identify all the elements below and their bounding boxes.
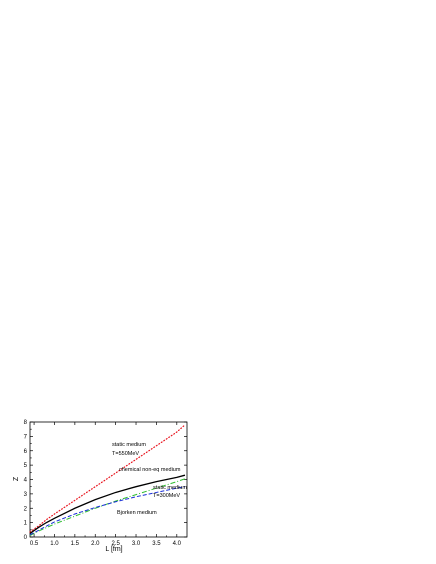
x-tick-label: 3.5: [152, 541, 161, 547]
series-group: [29, 424, 186, 537]
x-tick-label: 3.0: [132, 541, 141, 547]
y-tick-label: 0: [24, 535, 28, 541]
y-tick-label: 1: [24, 521, 28, 527]
y-tick-label: 8: [24, 420, 28, 426]
x-tick-label: 1.0: [50, 541, 59, 547]
series-line-static-550: [29, 424, 186, 533]
series-line-static-300: [29, 478, 186, 537]
x-tick-label: 4.0: [173, 541, 182, 547]
annotation-chemical: chemical non-eq medium: [119, 467, 181, 473]
y-tick-label: 4: [24, 478, 28, 484]
x-tick-label: 0.5: [30, 541, 39, 547]
y-tick-label: 3: [24, 492, 28, 498]
x-axis: 0.5 1.0 1.5 2.0 2.5 3.0 3.5 4.0: [30, 422, 182, 547]
annotation-static-300-line1: static medium: [153, 485, 187, 491]
y-tick-label: 2: [24, 506, 28, 512]
annotation-static-550-line1: static medium: [112, 442, 146, 448]
x-tick-label: 2.0: [91, 541, 100, 547]
y-axis-label: Z: [13, 476, 20, 481]
x-tick-label: 1.5: [71, 541, 80, 547]
x-axis-label: L [fm]: [105, 546, 122, 553]
series-line-chemical: [29, 474, 186, 534]
annotation-bjorken: Bjorken medium: [117, 510, 157, 516]
x-tick-label: 2.5: [111, 541, 120, 547]
series-line-bjorken: [29, 486, 186, 536]
annotation-static-300-line2: T=300MeV: [153, 493, 180, 499]
plot-frame: [29, 421, 188, 538]
y-tick-label: 7: [24, 434, 28, 440]
annotation-static-550-line2: T=550MeV: [112, 451, 139, 457]
y-axis: 0 1 2 3 4 5 6 7 8: [24, 420, 187, 541]
y-tick-label: 6: [24, 449, 28, 455]
y-tick-label: 5: [24, 463, 28, 469]
